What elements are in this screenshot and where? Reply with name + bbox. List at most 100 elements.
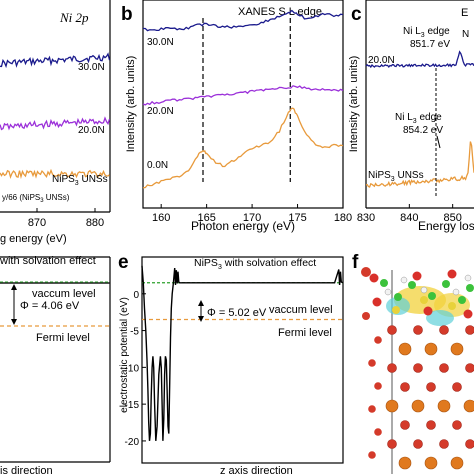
panel-c-x-tick-label: 850 — [443, 212, 461, 224]
panel-c-xlabel: Energy los — [418, 219, 474, 233]
orange-atom — [385, 399, 399, 413]
surface-red-atom — [463, 309, 473, 319]
yellow-atom — [448, 302, 456, 310]
red-atom — [400, 420, 410, 430]
panel-e-vacuum-label: vaccum level — [269, 304, 333, 316]
panel-a-tick-label-870: 870 — [28, 217, 46, 229]
edge-red-atom — [374, 428, 382, 436]
edge-red-atom — [368, 405, 376, 413]
panel-d-xlabel: is direction — [0, 465, 53, 474]
panel-c-x-tick-label: 830 — [357, 212, 375, 224]
white-atom — [420, 286, 428, 294]
red-atom — [387, 439, 397, 449]
panel-d-vacuum-label: vaccum level — [32, 288, 96, 300]
panel-c-annotation-2-line1: Ni L3 edge — [395, 112, 442, 125]
edge-red-atom — [368, 451, 376, 459]
panel-d-fermi-label: Fermi level — [36, 332, 90, 344]
orange-atom — [424, 342, 438, 356]
panel-b-x-tick-label: 170 — [243, 212, 261, 224]
red-atom — [452, 382, 462, 392]
panel-c-ylabel: Intensity (arb. units) — [348, 56, 360, 153]
panel-e-phi-arrowhead-top — [198, 300, 204, 306]
panel-b-xlabel: Photon energy (eV) — [191, 219, 295, 233]
panel-e-y-tick-label: -10 — [125, 363, 140, 374]
panel-c-annotation-1-line1: Ni L3 edge — [403, 26, 450, 39]
green-atom — [408, 281, 416, 289]
edge-red-atom — [374, 382, 382, 390]
panel-b-x-tick-label: 180 — [334, 212, 352, 224]
red-atom — [439, 363, 449, 373]
panel-c: c E N Intensity (arb. units) 20.0N Ni L3… — [348, 0, 474, 233]
green-atom — [442, 280, 450, 288]
panel-d: with solvation effect vaccum level Φ = 4… — [0, 255, 111, 474]
orange-atom — [463, 399, 474, 413]
green-atom — [380, 279, 388, 287]
panel-b-label-0n: 0.0N — [147, 160, 168, 171]
red-atom — [413, 363, 423, 373]
panel-e-letter: e — [118, 252, 129, 273]
green-atom — [428, 292, 436, 300]
panel-f-letter: f — [352, 252, 359, 273]
panel-e-fermi-label: Fermi level — [278, 327, 332, 339]
panel-c-series-base — [365, 141, 474, 188]
red-atom — [387, 363, 397, 373]
charge-density-lobe — [386, 297, 410, 315]
panel-e-y-tick-label: -5 — [130, 327, 139, 338]
orange-atom — [411, 399, 425, 413]
panel-b: b XANES S L edge Intensity (arb. units) … — [121, 0, 352, 233]
panel-c-label-base: NiPS3 UNSs — [368, 170, 424, 183]
panel-c-title-fragment: E — [461, 7, 468, 19]
surface-red-atom — [372, 297, 382, 307]
red-atom — [465, 439, 474, 449]
panel-a-footnote: y/66 (NiPS3 UNSs) — [2, 193, 70, 204]
panel-e-ylabel: electrostatic potential (eV) — [119, 297, 130, 413]
charge-density-lobe — [426, 310, 454, 326]
panel-e-y-tick-label: -20 — [125, 437, 140, 448]
panel-b-ylabel: Intensity (arb. units) — [125, 56, 137, 153]
panel-e-title: NiPS3 with solvation effect — [194, 257, 316, 271]
panel-a-xlabel: g energy (eV) — [0, 233, 67, 245]
green-atom — [394, 293, 402, 301]
red-atom — [426, 420, 436, 430]
orange-atom — [437, 399, 451, 413]
panel-e-y-tick-label: 0 — [133, 290, 139, 301]
panel-a-label-30n: 30.0N — [78, 62, 105, 73]
green-atom — [466, 284, 474, 292]
panel-a-series-base — [0, 168, 110, 180]
panel-c-ticks: 830 840 850 — [357, 204, 462, 224]
edge-red-atom — [368, 359, 376, 367]
panel-a-tick-label-880: 880 — [86, 217, 104, 229]
panel-a-series-30n — [0, 52, 111, 69]
edge-red-atom — [374, 336, 382, 344]
panel-e-y-tick-label: -15 — [125, 400, 140, 411]
orange-atom — [398, 342, 412, 356]
panel-b-label-30n: 30.0N — [147, 37, 174, 48]
orange-atom — [450, 342, 464, 356]
panel-d-phi-arrowhead-top — [11, 284, 17, 290]
panel-e-potential-curve — [141, 265, 344, 441]
panel-d-phi-arrowhead-bottom — [11, 319, 17, 325]
panel-c-annotation-2-line2: 854.2 eV — [403, 125, 443, 136]
panel-b-x-tick-label: 160 — [152, 212, 170, 224]
red-atom — [413, 325, 423, 335]
white-atom — [464, 274, 472, 282]
red-atom — [413, 439, 423, 449]
white-atom — [384, 288, 392, 296]
panel-e-ticks: 0 -5 -10 -15 -20 — [125, 290, 146, 448]
panel-b-series-30n — [143, 9, 344, 32]
red-atom — [387, 325, 397, 335]
panel-b-letter: b — [121, 4, 133, 25]
panel-c-annotation-arrow — [436, 135, 441, 149]
panel-f-atomic-structure — [361, 267, 474, 470]
red-atom — [452, 420, 462, 430]
panel-c-annotation-1-line2: 851.7 eV — [410, 39, 450, 50]
yellow-atom — [392, 306, 400, 314]
panel-e-phi-arrowhead-bottom — [198, 316, 204, 322]
red-atom — [439, 325, 449, 335]
panel-e-xlabel: z axis direction — [220, 465, 293, 474]
corner-red-atom — [361, 267, 371, 277]
yellow-atom — [420, 296, 428, 304]
panel-d-phi-label: Φ = 4.06 eV — [20, 300, 80, 312]
panel-a-series-20n — [0, 116, 111, 131]
panel-d-title: with solvation effect — [0, 255, 96, 267]
